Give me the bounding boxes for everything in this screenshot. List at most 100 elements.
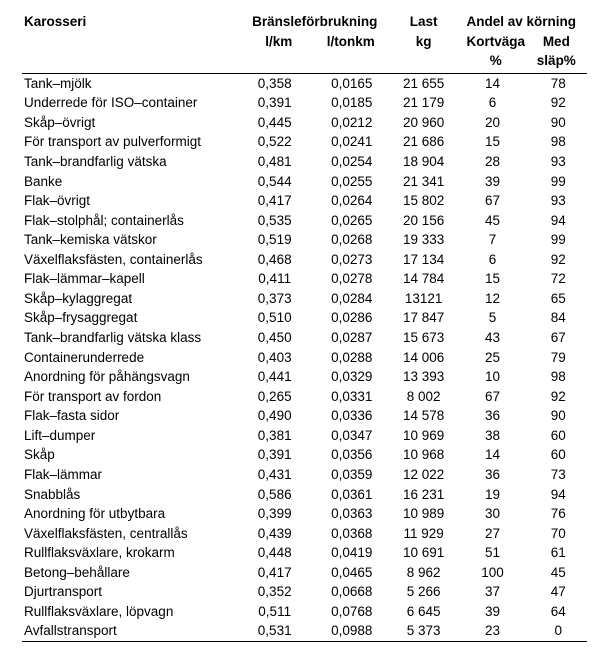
table-cell: 0,490 [238, 406, 312, 426]
table-body: Tank–mjölk0,3580,016521 6551478Underrede… [22, 73, 587, 641]
table-cell: 20 960 [392, 113, 456, 133]
table-cell: 0,468 [238, 250, 312, 270]
hdr-medslap2: släp% [531, 51, 582, 71]
table-row: Växelflaksfästen, containerlås0,4680,027… [22, 250, 587, 270]
table-row: Tank–brandfarlig vätska klass0,4500,0287… [22, 328, 587, 348]
table-cell: 0,519 [238, 230, 312, 250]
table-row: Avfallstransport0,5310,09885 373230 [22, 621, 587, 641]
table-cell: Rullflaksväxlare, löpvagn [22, 602, 238, 622]
table-cell: 98 [529, 367, 587, 387]
table-cell: 64 [529, 602, 587, 622]
table-cell: 0,0288 [312, 348, 392, 368]
table-cell: 6 [456, 93, 530, 113]
table-cell: 60 [529, 445, 587, 465]
table-row: Tank–brandfarlig vätska0,4810,025418 904… [22, 152, 587, 172]
table-cell: 94 [529, 211, 587, 231]
table-cell: 23 [456, 621, 530, 641]
table-cell: 90 [529, 406, 587, 426]
table-cell: 0,0465 [312, 563, 392, 583]
table-cell: Skåp [22, 445, 238, 465]
table-cell: 14 784 [392, 269, 456, 289]
table-cell: 60 [529, 426, 587, 446]
table-cell: 93 [529, 191, 587, 211]
table-cell: 10 969 [392, 426, 456, 446]
table-cell: 21 341 [392, 172, 456, 192]
table-cell: 45 [456, 211, 530, 231]
table-cell: 8 962 [392, 563, 456, 583]
table-cell: Skåp–kylaggregat [22, 289, 238, 309]
table-row: Djurtransport0,3520,06685 2663747 [22, 582, 587, 602]
table-cell: 6 [456, 250, 530, 270]
table-cell: 5 266 [392, 582, 456, 602]
table-cell: 8 002 [392, 387, 456, 407]
col-karosseri: Karosseri [22, 12, 238, 73]
table-row: Snabblås0,5860,036116 2311994 [22, 485, 587, 505]
table-cell: 28 [456, 152, 530, 172]
table-row: För transport av pulverformigt0,5220,024… [22, 132, 587, 152]
table-cell: 18 904 [392, 152, 456, 172]
hdr-lkm: l/km [243, 32, 315, 52]
table-cell: 94 [529, 485, 587, 505]
table-cell: 90 [529, 113, 587, 133]
table-cell: 72 [529, 269, 587, 289]
table-cell: 15 802 [392, 191, 456, 211]
table-cell: Flak–lämmar [22, 465, 238, 485]
table-row: Tank–mjölk0,3580,016521 6551478 [22, 73, 587, 93]
table-cell: Rullflaksväxlare, krokarm [22, 543, 238, 563]
table-cell: 12 [456, 289, 530, 309]
table-cell: 0,439 [238, 524, 312, 544]
table-cell: Betong–behållare [22, 563, 238, 583]
table-cell: 0,0363 [312, 504, 392, 524]
table-cell: 20 [456, 113, 530, 133]
table-cell: 92 [529, 250, 587, 270]
table-cell: Skåp–övrigt [22, 113, 238, 133]
hdr-bransle: Bränsleförbrukning [252, 14, 377, 29]
table-cell: 51 [456, 543, 530, 563]
table-cell: 5 373 [392, 621, 456, 641]
table-cell: 0,0268 [312, 230, 392, 250]
table-row: Växelflaksfästen, centrallås0,4390,03681… [22, 524, 587, 544]
table-cell: 13 393 [392, 367, 456, 387]
table-cell: 0,510 [238, 308, 312, 328]
table-cell: 0,0265 [312, 211, 392, 231]
table-cell: 84 [529, 308, 587, 328]
hdr-andel-sub: KortvägaMed [458, 32, 586, 52]
table-cell: 0,0264 [312, 191, 392, 211]
table-cell: 0,544 [238, 172, 312, 192]
table-cell: 7 [456, 230, 530, 250]
table-cell: 79 [529, 348, 587, 368]
table-cell: Anordning för utbytbara [22, 504, 238, 524]
col-last: Last kg [392, 12, 456, 73]
table-cell: 0,352 [238, 582, 312, 602]
table-cell: 45 [529, 563, 587, 583]
table-cell: 16 231 [392, 485, 456, 505]
table-cell: 92 [529, 387, 587, 407]
table-cell: Flak–övrigt [22, 191, 238, 211]
table-cell: Tank–brandfarlig vätska klass [22, 328, 238, 348]
table-cell: 14 006 [392, 348, 456, 368]
table-cell: 0,448 [238, 543, 312, 563]
table-cell: 14 [456, 445, 530, 465]
table-cell: 10 [456, 367, 530, 387]
table-cell: 73 [529, 465, 587, 485]
table-cell: 21 655 [392, 73, 456, 93]
table-cell: 0,0287 [312, 328, 392, 348]
table-cell: Tank–kemiska vätskor [22, 230, 238, 250]
table-cell: 65 [529, 289, 587, 309]
table-cell: 15 [456, 269, 530, 289]
table-row: Underrede för ISO–container0,3910,018521… [22, 93, 587, 113]
table-cell: 0 [529, 621, 587, 641]
table-cell: Flak–lämmar–kapell [22, 269, 238, 289]
table-cell: 37 [456, 582, 530, 602]
table-cell: 15 [456, 132, 530, 152]
table-row: Skåp–frysaggregat0,5100,028617 847584 [22, 308, 587, 328]
table-cell: 43 [456, 328, 530, 348]
table-cell: Lift–dumper [22, 426, 238, 446]
table-cell: 13121 [392, 289, 456, 309]
table-cell: 0,358 [238, 73, 312, 93]
table-cell: 0,0255 [312, 172, 392, 192]
table-cell: 67 [456, 191, 530, 211]
table-row: Tank–kemiska vätskor0,5190,026819 333799 [22, 230, 587, 250]
table-cell: 6 645 [392, 602, 456, 622]
table-cell: 0,417 [238, 191, 312, 211]
